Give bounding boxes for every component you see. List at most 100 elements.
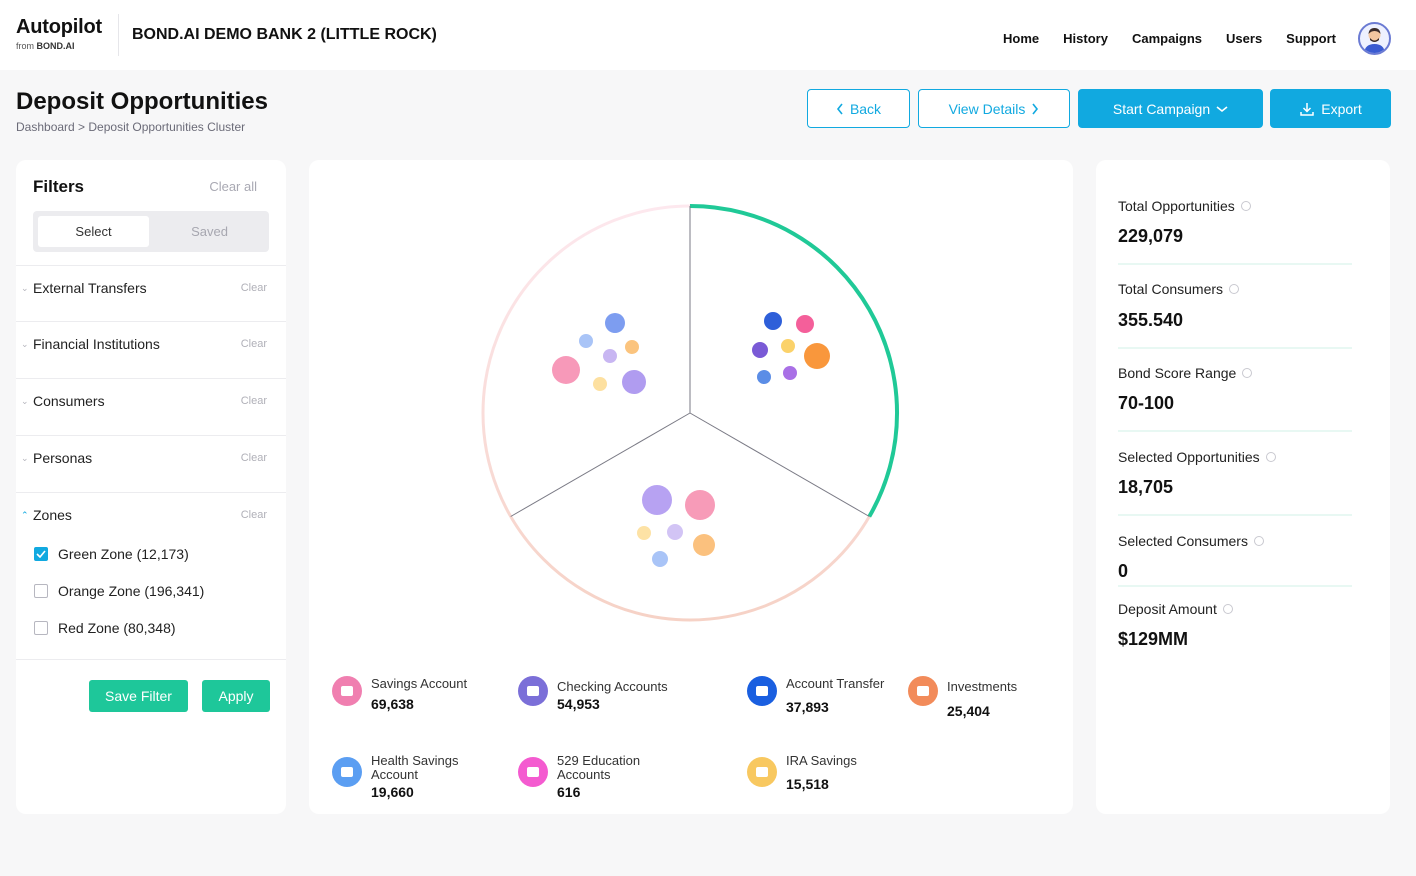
logo-sub-prefix: from [16,41,37,51]
bubble[interactable] [752,342,768,358]
bubble[interactable] [622,370,646,394]
nav-users[interactable]: Users [1226,31,1263,46]
legend-value: 69,638 [371,696,414,712]
divider [1118,347,1352,349]
bubble[interactable] [642,485,672,515]
bubble[interactable] [783,366,797,380]
cluster-green-zone[interactable] [752,312,830,384]
info-icon[interactable] [1240,201,1251,211]
info-icon[interactable] [1253,536,1264,546]
stat-label-text: Total Consumers [1118,281,1224,297]
legend-value: 54,953 [557,696,600,712]
filter-group-label: External Transfers [33,280,147,296]
info-icon[interactable] [1265,452,1276,462]
chevron-right-icon [1032,103,1039,114]
view-details-button[interactable]: View Details [918,89,1070,128]
download-icon [1300,102,1315,116]
stat-label-selected-opportunities: Selected Opportunities [1118,449,1276,465]
bubble[interactable] [667,524,683,540]
bubble[interactable] [637,526,651,540]
legend-value: 616 [557,784,581,800]
breadcrumb[interactable]: Dashboard > Deposit Opportunities Cluste… [16,120,246,134]
user-avatar-icon [1364,28,1385,53]
zone-option-green[interactable]: Green Zone (12,173) [34,544,189,564]
bubble[interactable] [605,313,625,333]
check-icon [36,550,46,558]
bubble[interactable] [804,343,830,369]
nav-home[interactable]: Home [1003,31,1040,46]
export-button[interactable]: Export [1270,89,1391,128]
divider [1118,514,1352,516]
info-icon[interactable] [1222,604,1233,614]
stat-value-total-opportunities: 229,079 [1118,226,1184,246]
save-filter-button[interactable]: Save Filter [89,680,188,712]
filter-group-financial-institutions[interactable]: ⌄ Financial Institutions Clear [16,330,286,358]
legend-label: 529 Education Accounts [557,753,641,782]
info-icon[interactable] [1229,284,1240,294]
divider [16,435,286,436]
nav-support[interactable]: Support [1286,31,1336,46]
stat-label-total-consumers: Total Consumers [1118,281,1240,297]
filter-group-clear[interactable]: Clear [240,509,267,521]
bubble[interactable] [757,370,771,384]
nav-campaigns[interactable]: Campaigns [1131,31,1203,46]
chart-icon [908,676,938,706]
filter-group-consumers[interactable]: ⌄ Consumers Clear [16,387,286,415]
transfer-icon [747,676,777,706]
tab-saved[interactable]: Saved [191,224,228,239]
filter-group-clear[interactable]: Clear [240,452,267,464]
bubble[interactable] [693,534,715,556]
zone-option-orange[interactable]: Orange Zone (196,341) [34,581,204,601]
bubble[interactable] [603,349,617,363]
logo-sub-brand: BOND.AI [36,41,75,51]
chevron-left-icon [836,103,843,114]
apply-button[interactable]: Apply [202,680,270,712]
logo[interactable]: Autopilot from BOND.AI [16,16,102,51]
bubble[interactable] [764,312,782,330]
segment-divider [689,412,870,517]
chevron-down-icon: ⌄ [21,338,29,349]
legend-value: 15,518 [786,776,829,792]
divider [16,321,286,322]
filter-group-clear[interactable]: Clear [240,282,267,294]
legend-value: 25,404 [947,703,990,719]
cluster-red-zone[interactable] [552,313,646,394]
bubble[interactable] [685,490,715,520]
checkbox[interactable] [34,547,48,561]
education-icon [518,757,548,787]
bubble[interactable] [593,377,607,391]
checkbox[interactable] [34,584,48,598]
filter-group-external-transfers[interactable]: ⌄ External Transfers Clear [16,274,286,302]
tab-select[interactable]: Select [38,216,149,247]
back-button[interactable]: Back [807,89,910,128]
filter-group-personas[interactable]: ⌄ Personas Clear [16,444,286,472]
bubble[interactable] [652,551,668,567]
stat-value-selected-consumers: 0 [1118,561,1129,581]
filter-group-zones[interactable]: ⌃ Zones Clear [16,501,286,529]
checkbox[interactable] [34,621,48,635]
info-icon[interactable] [1242,368,1253,378]
chevron-down-icon: ⌄ [21,395,29,406]
clear-all-button[interactable]: Clear all [209,179,257,194]
segment-divider [510,412,691,517]
filter-group-clear[interactable]: Clear [240,338,267,350]
bubble[interactable] [796,315,814,333]
nav-history[interactable]: History [1063,31,1108,46]
bubble[interactable] [552,356,580,384]
zone-option-red[interactable]: Red Zone (80,348) [34,618,176,638]
chevron-down-icon: ⌄ [21,282,29,293]
stat-label-total-opportunities: Total Opportunities [1118,198,1251,214]
logo-text: Autopilot [16,16,102,38]
cluster-orange-zone[interactable] [637,485,715,567]
bubble[interactable] [625,340,639,354]
user-avatar[interactable] [1358,22,1391,55]
start-campaign-button[interactable]: Start Campaign [1078,89,1263,128]
divider [1118,585,1352,587]
bubble[interactable] [579,334,593,348]
legend-label: Investments [947,679,1018,694]
stat-value-total-consumers: 355.540 [1118,310,1184,330]
bubble[interactable] [781,339,795,353]
filter-group-clear[interactable]: Clear [240,395,267,407]
legend-label: Savings Account [371,676,468,691]
top-bar: Autopilot from BOND.AI BOND.AI DEMO BANK… [0,0,1416,70]
